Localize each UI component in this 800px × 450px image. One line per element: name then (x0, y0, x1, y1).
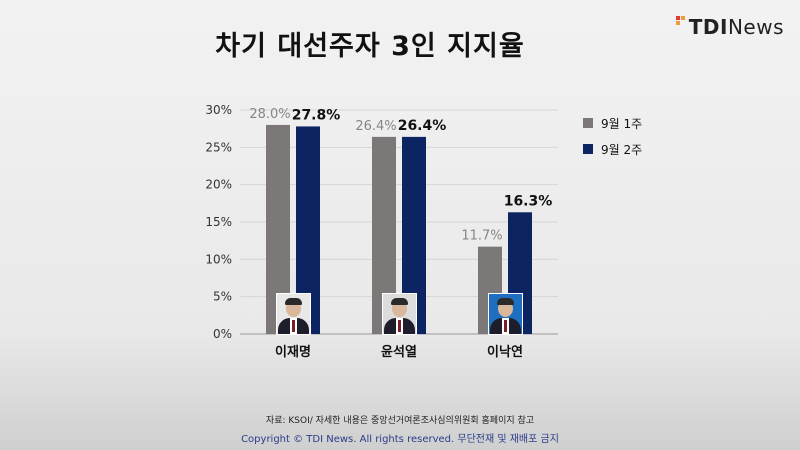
y-tick-label: 0% (213, 327, 232, 341)
bar-chart: 0% 5% 10% 15% 20% 25% 30% 28.0% 27.8% 이재명 26.4% 26.… (205, 103, 558, 360)
category-label: 윤석열 (381, 344, 417, 360)
data-label: 26.4% (355, 119, 396, 134)
legend-label-series2: 9월 2주 (601, 142, 643, 157)
data-label: 27.8% (292, 107, 341, 123)
category-label: 이재명 (275, 344, 311, 360)
legend-label-series1: 9월 1주 (601, 116, 643, 131)
category-label: 이낙연 (487, 344, 523, 360)
legend-swatch-series2 (583, 144, 593, 154)
logo-text: TDINews (688, 15, 784, 39)
copyright-notice: Copyright © TDI News. All rights reserve… (241, 434, 559, 445)
data-label: 28.0% (249, 107, 290, 122)
lee-nak-yon-photo (488, 293, 523, 335)
chart-legend: 9월 1주 9월 2주 (583, 112, 642, 164)
y-tick-label: 5% (213, 290, 232, 304)
legend-item-series1: 9월 1주 (583, 112, 642, 134)
legend-swatch-series1 (583, 118, 593, 128)
y-tick-label: 15% (205, 215, 232, 229)
y-tick-label: 30% (205, 103, 232, 117)
data-label: 16.3% (504, 193, 553, 209)
lee-jae-myung-photo (276, 293, 311, 335)
data-label: 26.4% (398, 118, 447, 134)
y-tick-label: 20% (205, 178, 232, 192)
legend-item-series2: 9월 2주 (583, 138, 642, 160)
tdi-news-logo: TDINews (675, 14, 784, 40)
y-tick-label: 10% (205, 252, 232, 266)
data-label: 11.7% (461, 229, 502, 244)
y-tick-label: 25% (205, 140, 232, 154)
yoon-suk-yeol-photo (382, 293, 417, 335)
logo-mark-icon (675, 16, 686, 26)
chart-title: 차기 대선주자 3인 지지율 (215, 31, 525, 62)
source-note: 자료: KSOI/ 자세한 내용은 중앙선거여론조사심의위원회 홈페이지 참고 (265, 416, 535, 426)
